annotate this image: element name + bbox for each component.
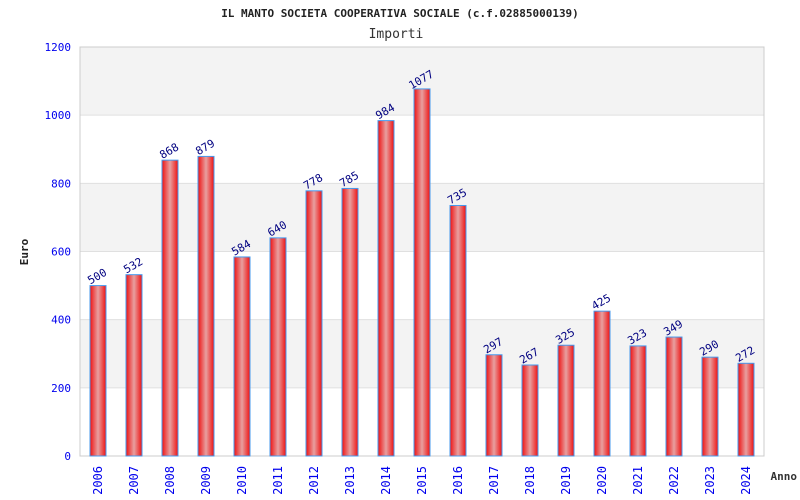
bar	[521, 364, 539, 457]
bar	[305, 190, 323, 457]
bar	[629, 345, 647, 457]
x-tick-label: 2022	[667, 466, 681, 495]
bar	[269, 237, 287, 457]
x-tick-label: 2007	[127, 466, 141, 495]
bar	[89, 285, 107, 457]
x-tick-label: 2008	[163, 466, 177, 495]
bar	[197, 155, 215, 457]
x-tick-label: 2016	[451, 466, 465, 495]
x-tick-label: 2021	[631, 466, 645, 495]
x-tick-label: 2018	[523, 466, 537, 495]
y-tick-label: 200	[51, 382, 71, 395]
x-tick-label: 2020	[595, 466, 609, 495]
x-tick-label: 2013	[343, 466, 357, 495]
y-tick-label: 400	[51, 314, 71, 327]
bar	[341, 187, 359, 457]
bar	[161, 159, 179, 457]
y-axis-label: Euro	[18, 238, 31, 265]
bar	[485, 354, 503, 457]
x-tick-label: 2014	[379, 466, 393, 495]
x-tick-label: 2010	[235, 466, 249, 495]
x-tick-label: 2011	[271, 466, 285, 495]
bar	[557, 344, 575, 457]
bar	[233, 256, 251, 457]
bar	[377, 120, 395, 457]
x-axis-label: Anno	[771, 470, 798, 483]
x-tick-label: 2023	[703, 466, 717, 495]
y-tick-label: 1200	[45, 41, 72, 54]
chart-title: IL MANTO SOCIETA COOPERATIVA SOCIALE (c.…	[221, 7, 579, 20]
x-tick-label: 2015	[415, 466, 429, 495]
x-tick-label: 2024	[739, 466, 753, 495]
x-tick-label: 2006	[91, 466, 105, 495]
chart-subtitle: Importi	[369, 27, 424, 42]
x-tick-label: 2012	[307, 466, 321, 495]
y-tick-label: 600	[51, 246, 71, 259]
y-tick-label: 800	[51, 177, 71, 190]
bar	[449, 204, 467, 457]
bar	[701, 356, 719, 457]
x-tick-label: 2017	[487, 466, 501, 495]
bar	[737, 362, 755, 457]
x-tick-label: 2019	[559, 466, 573, 495]
x-tick-label: 2009	[199, 466, 213, 495]
bar	[413, 88, 431, 457]
y-tick-label: 0	[64, 450, 71, 463]
bar	[125, 274, 143, 457]
bar	[665, 336, 683, 457]
y-tick-label: 1000	[45, 109, 72, 122]
bar	[593, 310, 611, 457]
